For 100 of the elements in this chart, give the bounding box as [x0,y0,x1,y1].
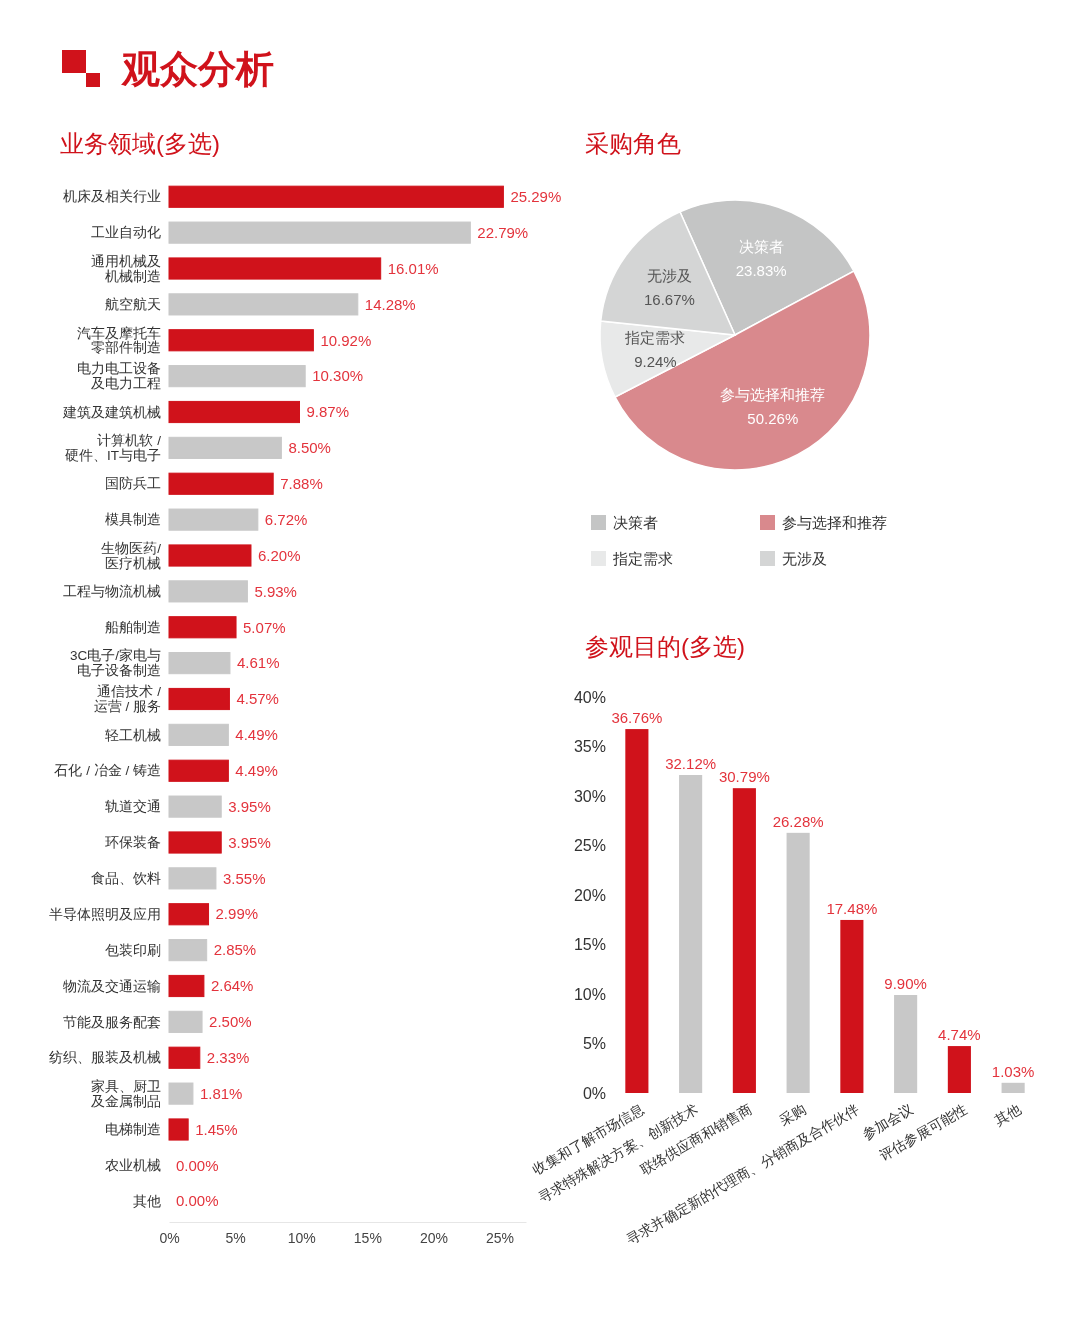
data-label: 10.30% [312,367,364,385]
y-tick-label: 40% [573,688,606,706]
data-label: 16.67% [643,290,695,308]
bar [168,939,208,962]
y-tick-label: 石化 / 冶金 / 铸造 [54,763,161,779]
y-tick-label: 15% [573,936,606,954]
bar [168,831,222,854]
data-label: 17.48% [826,899,878,917]
y-tick-label: 生物医药/医疗机械 [101,540,162,571]
y-tick-label: 3C电子/家电与电子设备制造 [69,648,161,679]
y-tick-label: 工程与物流机械 [63,584,161,600]
x-tick-label: 10% [287,1229,316,1246]
data-label: 6.72% [264,510,308,528]
data-label: 4.49% [235,726,278,744]
data-label: 5.93% [254,582,297,600]
data-label: 2.99% [215,905,259,923]
y-tick-label: 航空航天 [105,297,161,313]
slice-label: 无涉及 [646,266,692,284]
data-label: 7.88% [280,475,323,492]
bar [168,616,237,639]
bar [679,775,703,1093]
data-label: 9.90% [884,974,927,992]
y-tick-label: 食品、饮料 [91,871,161,887]
x-tick-label: 20% [419,1229,448,1246]
y-tick-label: 5% [582,1035,606,1053]
slice-label: 参与选择和推荐 [720,385,826,403]
y-tick-label: 国防兵工 [105,476,161,492]
bar [168,974,205,998]
y-tick-label: 机床及相关行业 [63,189,161,205]
legend-label: 无涉及 [782,550,827,568]
data-label: 36.76% [611,709,663,727]
bar [732,788,756,1093]
x-tick-label: 5% [225,1229,246,1246]
bar [840,919,864,1093]
bar [168,544,252,567]
y-tick-label: 轨道交通 [105,799,161,815]
bar [168,1046,201,1069]
bar [168,759,229,782]
y-tick-label: 其他 [133,1193,161,1209]
y-tick-label: 35% [573,738,606,756]
data-label: 30.79% [718,768,770,786]
bar [168,365,306,388]
y-tick-label: 轻工机械 [105,727,161,743]
data-label: 3.55% [222,869,266,887]
chart-subtitle: 业务领域(多选) [60,130,220,157]
bar [168,472,274,495]
bar [168,1082,194,1105]
x-tick-label: 其他 [991,1100,1024,1129]
data-label: 3.95% [228,797,271,815]
bar [168,1010,203,1033]
data-label: 1.45% [195,1120,238,1138]
data-label: 1.81% [199,1084,243,1102]
y-tick-label: 物流及交通运输 [63,978,161,994]
bar [168,1118,189,1141]
bar [168,257,382,280]
y-tick-label: 通用机械及机械制造 [91,253,161,284]
bar [625,729,649,1093]
data-label: 8.50% [288,439,331,457]
bar [786,832,810,1093]
x-tick-label: 采购 [776,1100,809,1129]
data-label: 25.29% [510,188,562,206]
bar [168,293,359,316]
data-label: 32.12% [665,755,717,773]
data-label: 0.00% [176,1156,219,1174]
y-tick-label: 20% [573,886,606,904]
bar [168,185,504,208]
bar [168,867,217,890]
data-label: 3.95% [228,833,271,851]
data-label: 1.03% [991,1062,1035,1080]
data-label: 50.26% [747,409,799,427]
y-tick-label: 电力电工设备及电力工程 [77,361,161,392]
y-tick-label: 农业机械 [105,1158,161,1174]
bar [168,221,471,244]
y-tick-label: 模具制造 [105,512,161,528]
x-tick-label: 15% [353,1229,382,1246]
x-tick-label: 25% [486,1229,515,1246]
y-tick-label: 0% [582,1084,606,1102]
data-label: 2.85% [213,941,257,959]
y-tick-label: 30% [573,787,606,805]
y-tick-label: 船舶制造 [105,619,161,635]
data-label: 16.01% [387,259,439,277]
data-label: 6.20% [257,546,301,564]
y-tick-label: 汽车及摩托车零部件制造 [77,325,161,356]
bar [168,687,230,711]
data-label: 10.92% [320,331,372,349]
data-label: 4.74% [938,1026,981,1044]
chart-title: 参观目的(多选) [585,633,745,660]
legend-label: 指定需求 [612,550,673,568]
bar [894,994,918,1093]
bar [1001,1082,1025,1093]
y-tick-label: 纺织、服装及机械 [49,1050,161,1066]
data-label: 4.57% [236,690,279,708]
data-label: 14.28% [364,295,416,313]
slice-label: 指定需求 [624,329,686,347]
x-tick-label: 0% [159,1229,180,1246]
data-label: 26.28% [772,812,824,830]
y-tick-label: 10% [573,985,606,1003]
data-label: 9.24% [634,353,677,371]
bar [168,400,300,424]
bar [947,1046,971,1093]
